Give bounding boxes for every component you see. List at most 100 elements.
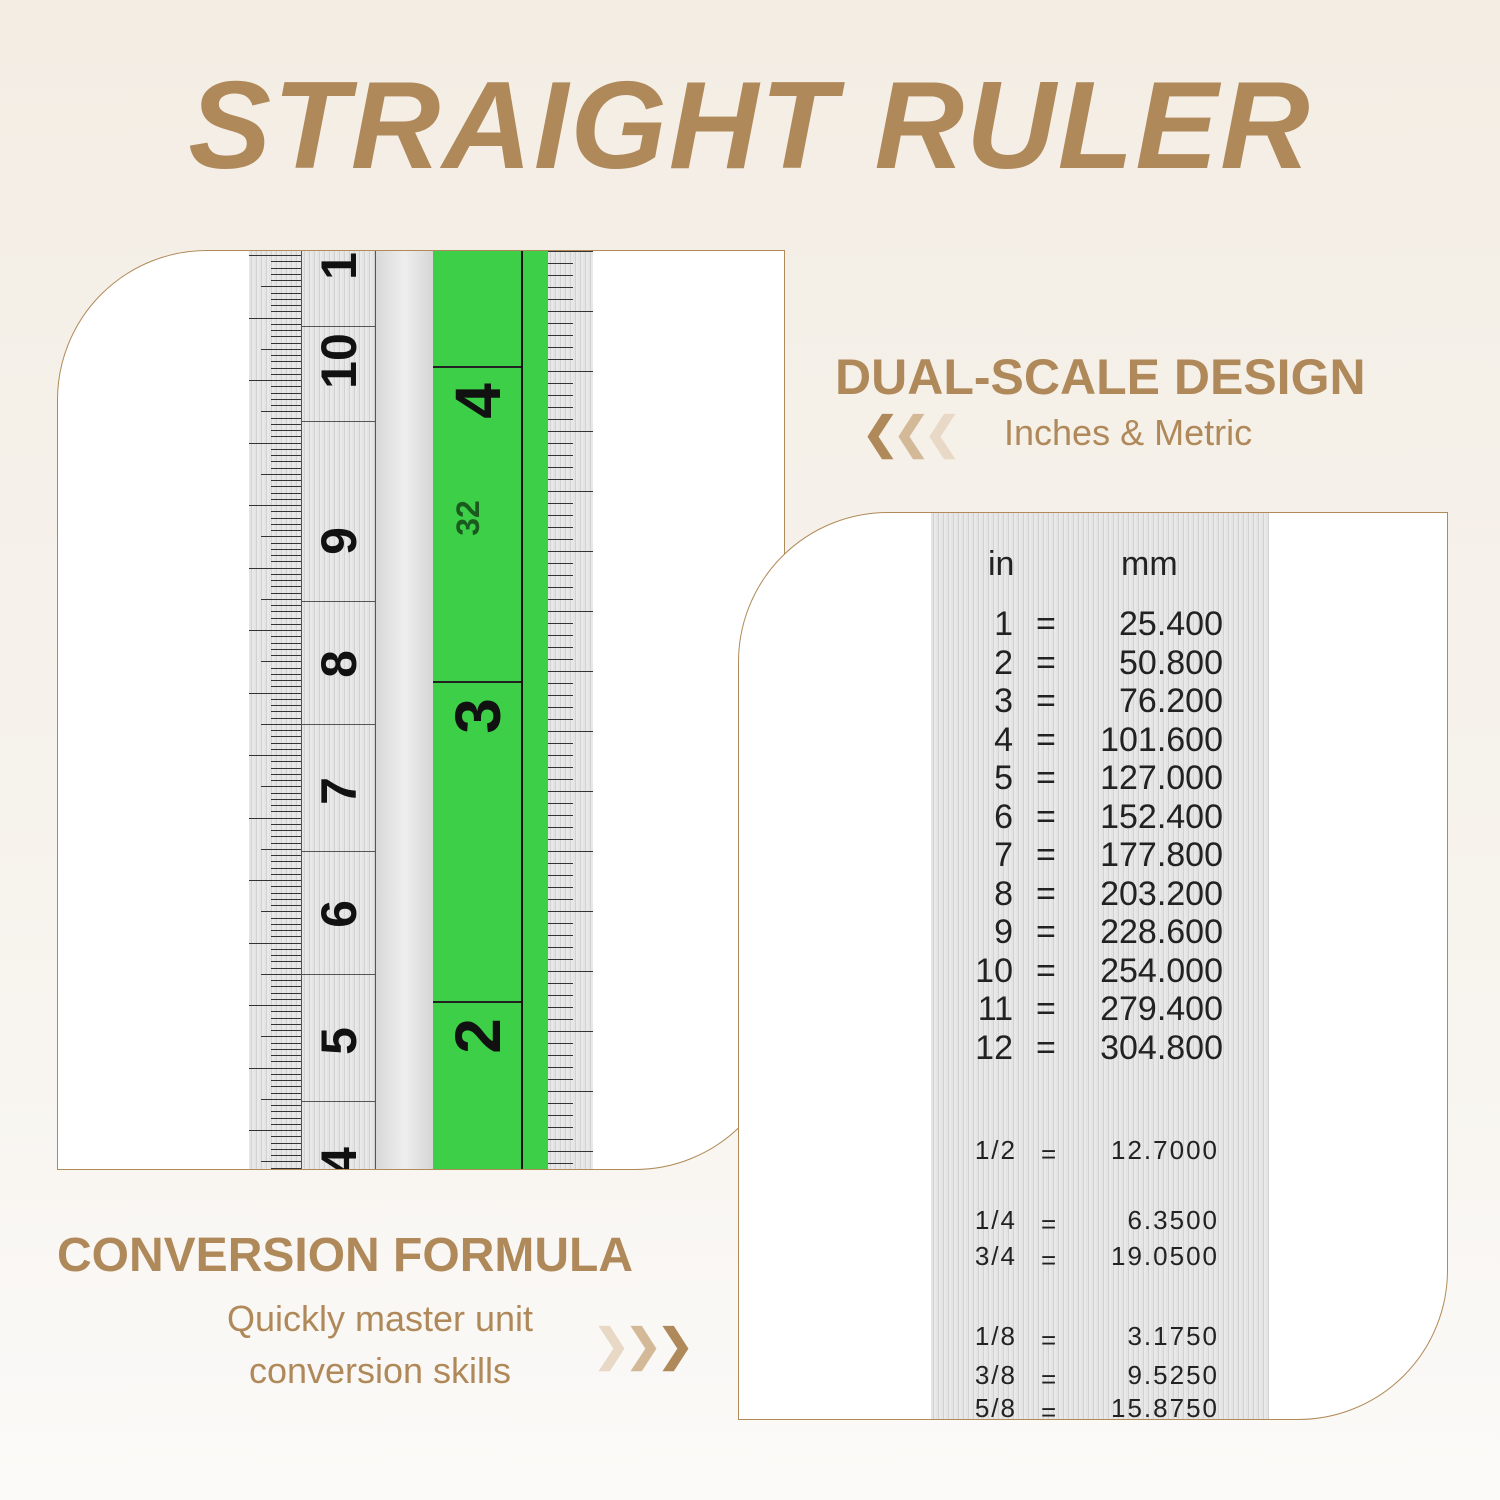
row-equals: = [1036, 605, 1056, 643]
mm-tick [271, 292, 301, 294]
mm-tick [271, 667, 301, 669]
fine-tick [548, 383, 573, 384]
fraction-inch: 1/8 [974, 1321, 1017, 1351]
fine-tick [548, 455, 573, 456]
mm-tick [271, 436, 301, 438]
fine-tick [548, 647, 573, 648]
mm-tick [271, 1105, 301, 1106]
mm-tick [271, 342, 301, 344]
cm-number-label: 5 [311, 1027, 367, 1055]
mm-tick [261, 1036, 301, 1038]
mm-tick [271, 798, 301, 800]
fine-tick [548, 1031, 593, 1032]
mm-tick [271, 873, 301, 875]
fine-tick [548, 287, 573, 288]
fine-tick [548, 875, 573, 876]
mm-tick [271, 486, 301, 488]
fine-tick [548, 827, 573, 828]
fine-tick [548, 323, 573, 324]
cm-number-label: 4 [311, 1147, 367, 1170]
mm-tick [271, 1086, 301, 1088]
row-mm: 279.400 [1100, 990, 1223, 1028]
mm-tick [271, 461, 301, 463]
mm-tick [271, 1011, 301, 1013]
mm-tick [271, 498, 301, 500]
inch-line [433, 1001, 521, 1003]
cm-line [302, 974, 377, 975]
mm-tick [271, 636, 301, 638]
fraction-mm: 3.1750 [1127, 1321, 1219, 1351]
mm-tick [271, 730, 301, 731]
mm-tick [271, 836, 301, 838]
mm-tick [261, 1161, 301, 1163]
mm-tick [271, 648, 301, 650]
row-inch: 2 [994, 643, 1013, 682]
row-equals: = [1036, 682, 1056, 720]
fine-tick [548, 407, 573, 408]
fine-tick [548, 311, 593, 312]
mm-tick [271, 736, 301, 738]
fine-tick [548, 839, 573, 840]
fine-tick [548, 671, 593, 672]
fine-tick [548, 767, 573, 768]
mm-tick [271, 617, 301, 619]
row-mm: 304.800 [1100, 1028, 1223, 1067]
mm-tick [249, 692, 301, 694]
conversion-table-card: in mm 1 = 25.400 2 = 50.800 3 = 76.200 4 = 101.600 5… [738, 512, 1448, 1420]
fraction-mm: 15.8750 [1111, 1393, 1219, 1420]
mm-tick [271, 992, 301, 994]
mm-tick [271, 655, 301, 656]
page-title: STRAIGHT RULER [188, 57, 1312, 195]
mm-tick [271, 323, 301, 325]
column-header-mm: mm [1121, 545, 1178, 583]
fraction-mm: 19.0500 [1111, 1241, 1219, 1271]
mm-tick [271, 511, 301, 513]
cm-line [302, 851, 377, 852]
row-inch: 10 [975, 951, 1013, 990]
mm-tick [249, 505, 301, 506]
mm-tick [261, 536, 301, 538]
mm-tick [271, 686, 301, 688]
mm-tick [271, 405, 301, 406]
fine-tick [548, 299, 573, 300]
fine-tick [548, 263, 573, 264]
mm-tick [271, 330, 301, 331]
mm-tick [271, 1136, 301, 1138]
dual-scale-heading: DUAL-SCALE DESIGN [835, 349, 1366, 405]
conversion-ruler: in mm 1 = 25.400 2 = 50.800 3 = 76.200 4 = 101.600 5… [931, 513, 1269, 1419]
mm-tick [271, 1048, 301, 1050]
fine-tick [548, 851, 593, 852]
mm-tick [271, 805, 301, 806]
fraction-equals: = [1041, 1209, 1059, 1239]
mm-tick [271, 967, 301, 969]
mm-tick [271, 423, 301, 425]
fine-tick [548, 1067, 573, 1068]
fine-tick [548, 707, 573, 708]
fine-tick [548, 659, 573, 660]
fine-tick [548, 1055, 573, 1056]
mm-tick [271, 386, 301, 388]
ruler-closeup-card: 1 10 9 8 7 6 5 4 4 3 2 32 [57, 250, 785, 1170]
fine-tick [548, 1115, 573, 1116]
cm-number-label: 10 [311, 333, 367, 389]
fine-tick [548, 791, 593, 792]
mm-tick [271, 1042, 301, 1044]
fine-tick [548, 731, 593, 732]
mm-tick [261, 473, 301, 475]
mm-tick [271, 923, 301, 925]
row-equals: = [1036, 874, 1056, 913]
row-inch: 4 [994, 720, 1013, 759]
fine-tick [548, 779, 573, 780]
mm-tick [261, 973, 301, 975]
fine-tick [548, 575, 573, 576]
fine-tick [548, 251, 593, 252]
mm-tick [271, 523, 301, 525]
conversion-heading: CONVERSION FORMULA [57, 1229, 633, 1282]
fraction-mm: 6.3500 [1127, 1205, 1219, 1235]
fine-tick [548, 1151, 593, 1152]
mm-tick [271, 480, 301, 481]
fine-tick [548, 359, 573, 360]
inch-number-label: 2 [442, 1018, 514, 1054]
inch-line [433, 366, 521, 368]
fine-tick [548, 1091, 593, 1092]
